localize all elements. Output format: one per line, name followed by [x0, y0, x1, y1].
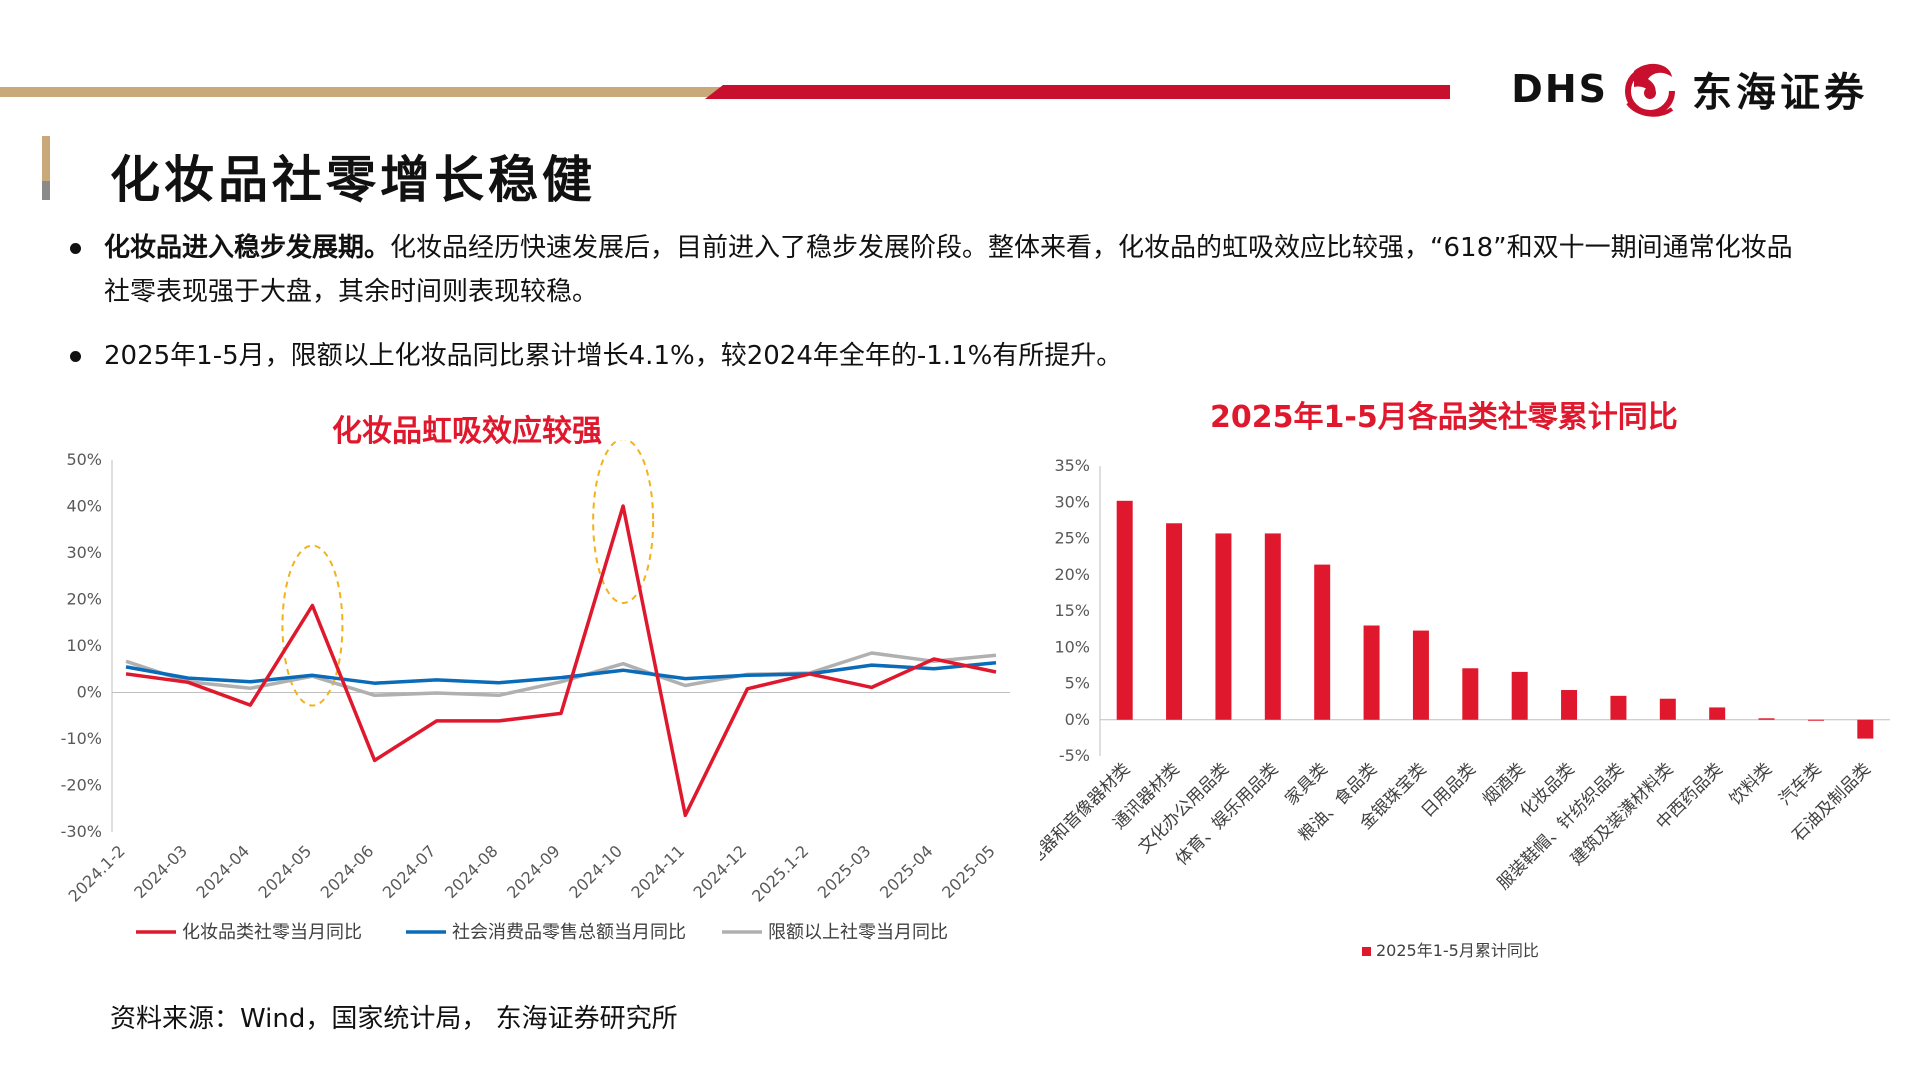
- bar: [1857, 719, 1874, 739]
- y-tick-label: 35%: [1054, 456, 1090, 475]
- legend-label: 社会消费品零售总额当月同比: [452, 922, 686, 943]
- bullet-1-lead: 化妆品进入稳步发展期。: [104, 233, 391, 263]
- y-tick-label: -5%: [1059, 746, 1090, 765]
- bar: [1561, 690, 1578, 720]
- x-tick-label: 2025-05: [938, 841, 999, 902]
- x-tick-label: 2024-03: [130, 841, 191, 902]
- bar: [1462, 668, 1479, 720]
- series-line-3: [125, 651, 997, 698]
- y-tick-label: 25%: [1054, 529, 1090, 548]
- bar: [1412, 630, 1429, 720]
- bar: [1314, 564, 1331, 720]
- y-tick-label: 20%: [66, 590, 102, 609]
- bar-chart-title: 2025年1-5月各品类社零累计同比: [1210, 400, 1678, 435]
- header-bar-red: [705, 85, 1450, 99]
- bullet-point-2: 2025年1-5月，限额以上化妆品同比累计增长4.1%，较2024年全年的-1.…: [70, 334, 1810, 378]
- x-tick-label: 2025.1-2: [748, 841, 812, 905]
- dragon-logo-icon: [1625, 63, 1675, 117]
- y-tick-label: 10%: [1054, 637, 1090, 656]
- y-tick-label: -20%: [61, 776, 102, 795]
- legend-label: 2025年1-5月累计同比: [1376, 941, 1539, 960]
- bar: [1215, 533, 1232, 720]
- y-tick-label: -10%: [61, 729, 102, 748]
- legend-label: 限额以上社零当月同比: [768, 922, 948, 943]
- brand-name-cn: 东海证券: [1692, 70, 1868, 116]
- x-tick-label: 2024-10: [565, 841, 626, 902]
- bar: [1363, 625, 1380, 720]
- bar-chart: 35%30%25%20%15%10%5%0%-5%家用电器和音像器材类通讯器材类…: [1040, 456, 1890, 960]
- y-tick-label: 40%: [66, 497, 102, 516]
- bar: [1264, 533, 1281, 720]
- header-bar-gold: [0, 87, 720, 97]
- y-tick-label: -30%: [61, 822, 102, 841]
- y-tick-label: 30%: [1054, 492, 1090, 511]
- series-line-1: [125, 504, 997, 818]
- brand-name-latin: DHS: [1511, 67, 1608, 111]
- line-chart-title: 化妆品虹吸效应较强: [332, 414, 602, 449]
- bullet-dot: [70, 351, 81, 362]
- bullet-dot: [70, 243, 81, 254]
- x-tick-label: 2024.1-2: [65, 841, 129, 905]
- highlight-ellipse: [592, 440, 655, 605]
- bar: [1116, 500, 1133, 720]
- bar: [1511, 671, 1528, 720]
- bar: [1709, 707, 1726, 720]
- x-tick-label: 2024-04: [192, 841, 253, 902]
- y-tick-label: 0%: [1065, 710, 1090, 729]
- highlight-ellipse: [281, 544, 344, 707]
- x-tick-label: 2024-07: [379, 841, 440, 902]
- y-tick-label: 0%: [77, 683, 102, 702]
- x-tick-label: 2024-11: [627, 841, 688, 902]
- x-tick-label: 2024-06: [317, 841, 378, 902]
- source-note: 资料来源：Wind，国家统计局， 东海证券研究所: [110, 1004, 678, 1034]
- legend-label: 化妆品类社零当月同比: [182, 922, 362, 943]
- series-line-2: [125, 660, 997, 685]
- x-tick-label: 2025-03: [814, 841, 875, 902]
- bullet-1-text: 化妆品经历快速发展后，目前进入了稳步发展阶段。整体来看，化妆品的虹吸效应比较强，…: [104, 233, 1793, 307]
- brand-logo: DHS 东海证券: [1511, 52, 1868, 126]
- y-tick-label: 10%: [66, 636, 102, 655]
- legend-swatch: [1362, 947, 1371, 956]
- y-tick-label: 15%: [1054, 601, 1090, 620]
- bar: [1166, 523, 1183, 720]
- bar: [1659, 698, 1676, 720]
- x-tick-label: 日用品类: [1418, 759, 1480, 821]
- x-tick-label: 饮料类: [1726, 759, 1776, 809]
- page-title: 化妆品社零增长稳健: [110, 150, 596, 209]
- y-tick-label: 50%: [66, 450, 102, 469]
- y-tick-label: 30%: [66, 543, 102, 562]
- bar: [1758, 718, 1775, 720]
- x-tick-label: 2024-12: [690, 841, 751, 902]
- title-accent-bar: [42, 136, 50, 200]
- x-tick-label: 2024-05: [255, 841, 316, 902]
- bullet-2-text: 2025年1-5月，限额以上化妆品同比累计增长4.1%，较2024年全年的-1.…: [104, 341, 1123, 371]
- x-tick-label: 2024-09: [503, 841, 564, 902]
- bar: [1807, 719, 1824, 721]
- x-tick-label: 2024-08: [441, 841, 502, 902]
- y-tick-label: 5%: [1065, 674, 1090, 693]
- y-tick-label: 20%: [1054, 565, 1090, 584]
- line-chart: 50%40%30%20%10%0%-10%-20%-30%2024.1-2 202…: [61, 440, 1010, 943]
- x-tick-label: 2025-04: [876, 841, 937, 902]
- bar: [1610, 695, 1627, 720]
- bullet-point-1: 化妆品进入稳步发展期。化妆品经历快速发展后，目前进入了稳步发展阶段。整体来看，化…: [70, 226, 1810, 314]
